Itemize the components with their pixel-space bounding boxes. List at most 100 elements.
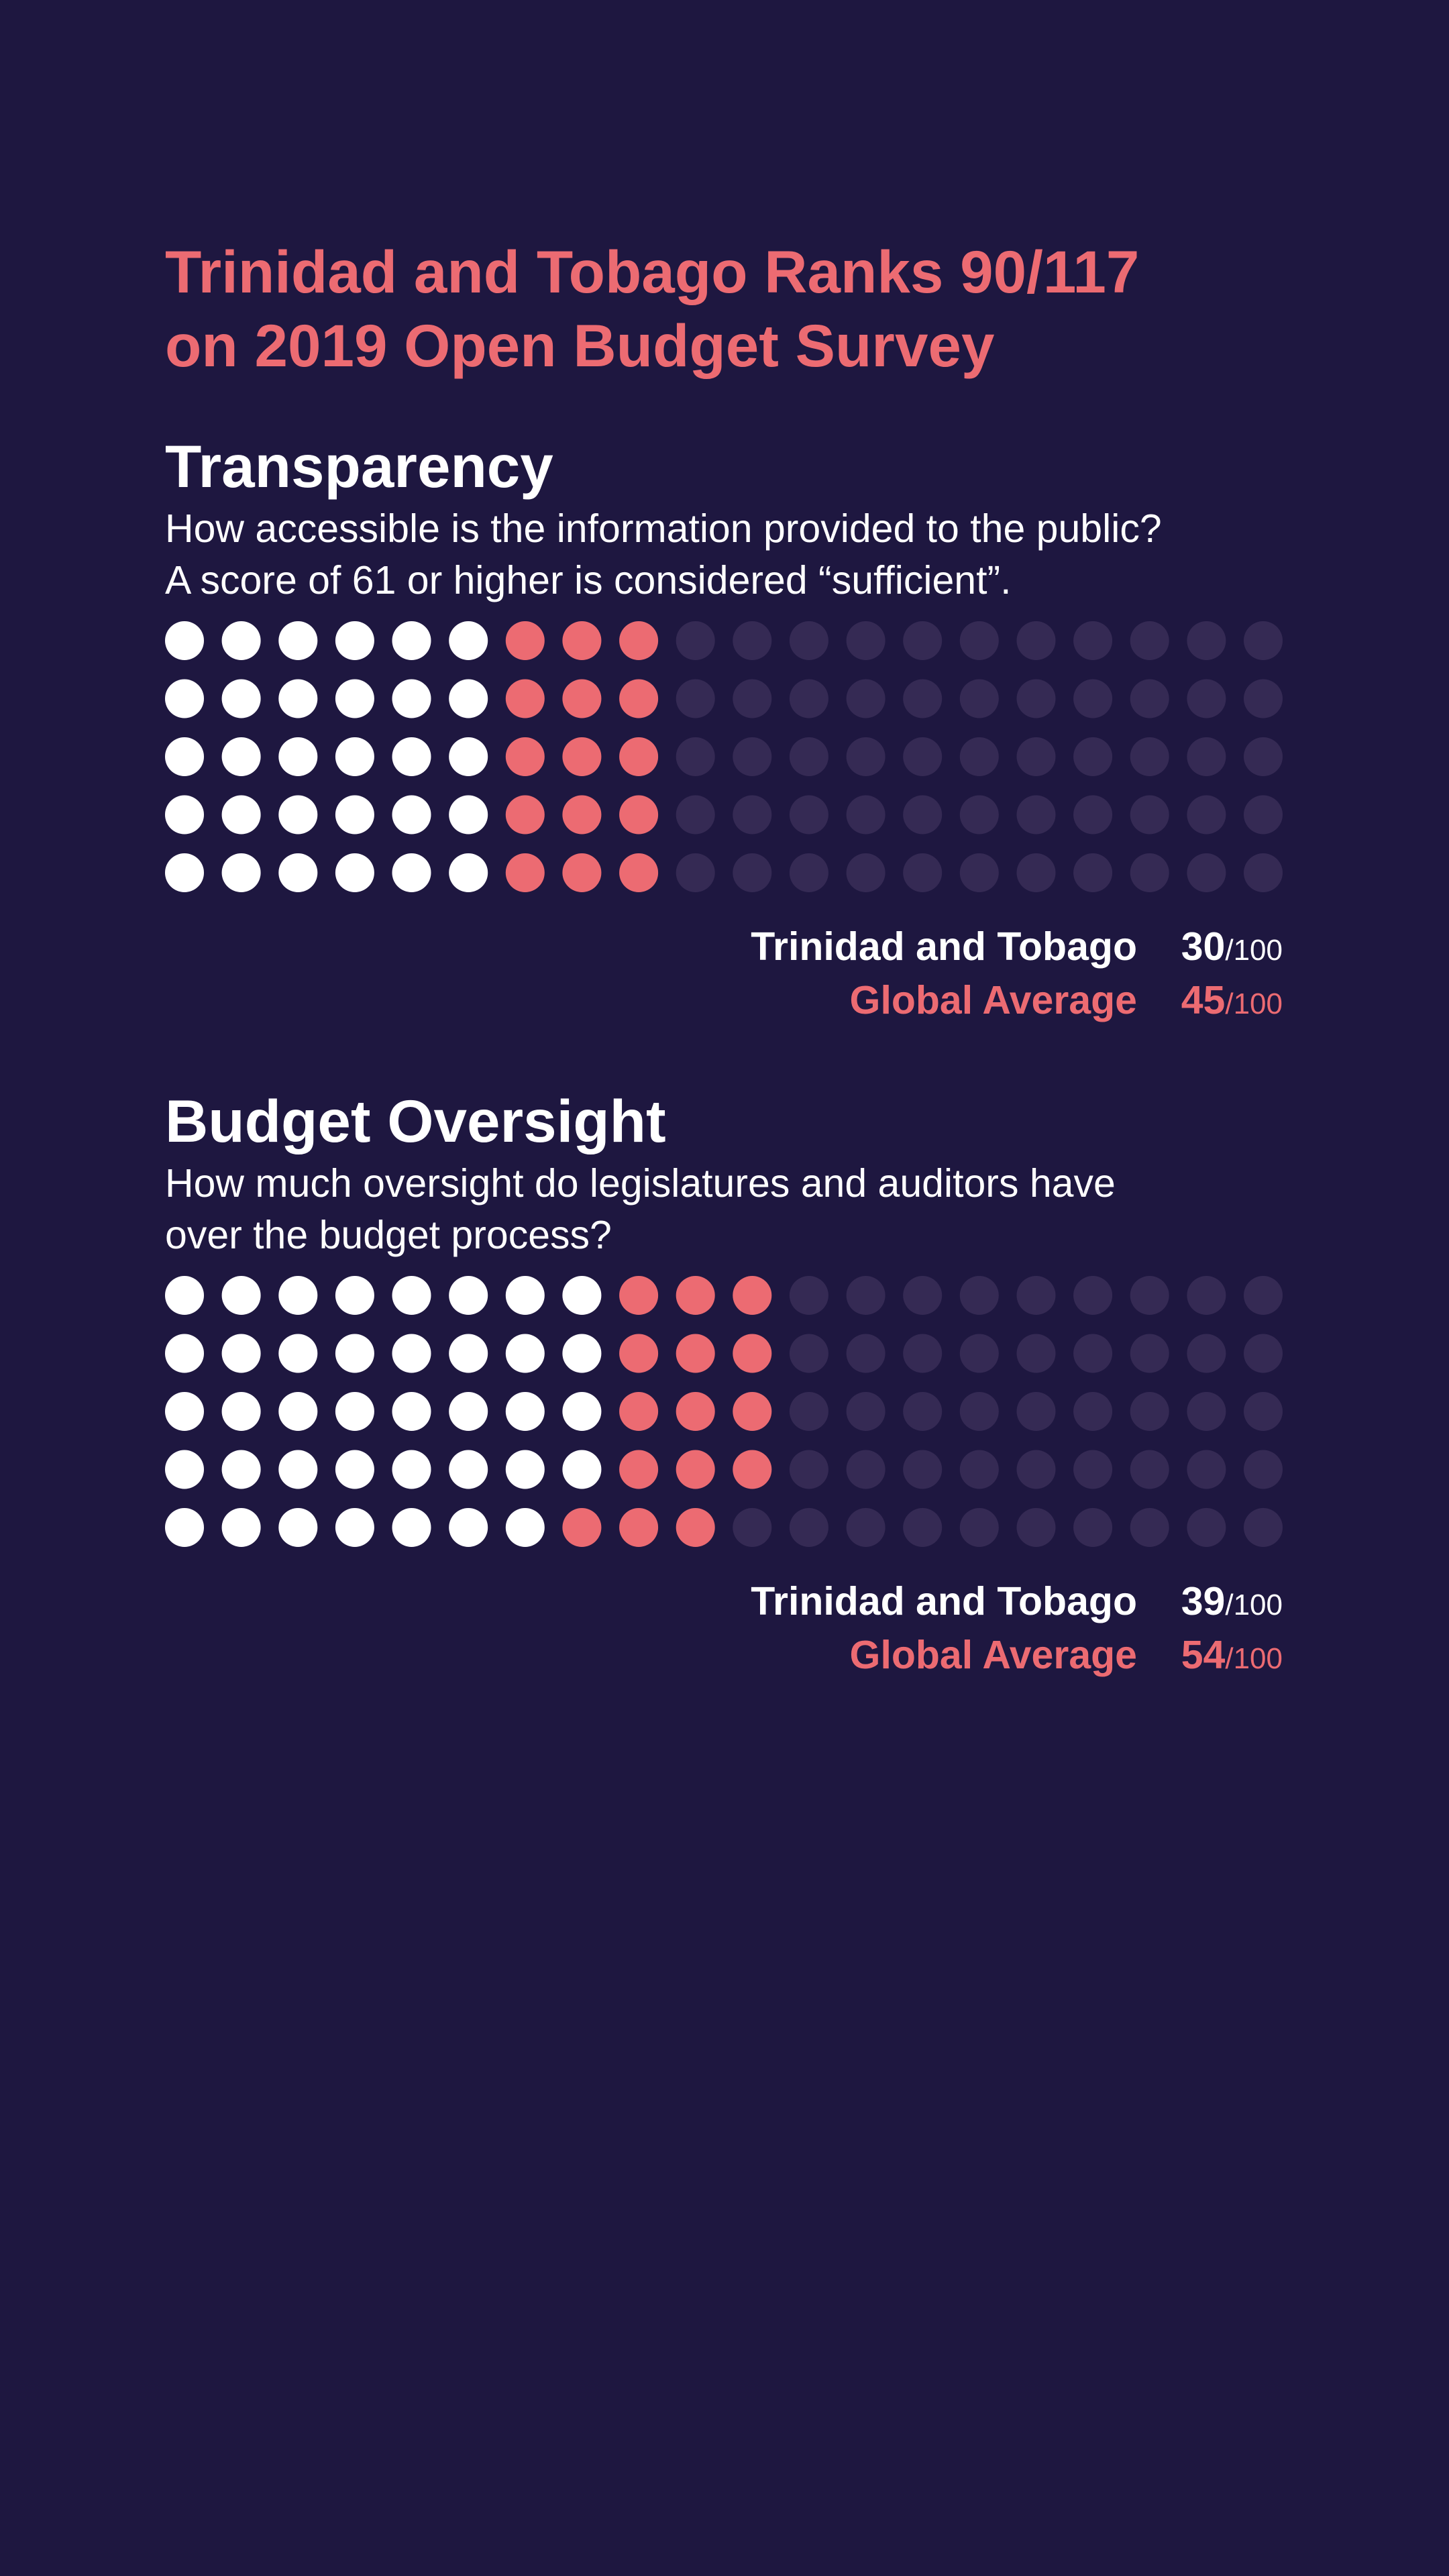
- budget-oversight-description-line-1: How much oversight do legislatures and a…: [165, 1161, 1116, 1205]
- dot-empty: [1016, 1276, 1056, 1315]
- dot-country: [221, 1508, 261, 1547]
- dot-empty: [789, 1392, 828, 1431]
- dot-empty: [1187, 1450, 1226, 1489]
- dot-country: [221, 1392, 261, 1431]
- dot-country: [392, 737, 431, 776]
- dot-empty: [733, 853, 772, 892]
- budget-oversight-country-score-row: Trinidad and Tobago 39/100: [165, 1576, 1283, 1630]
- dot-global: [676, 1508, 715, 1547]
- dot-empty: [959, 1276, 999, 1315]
- dot-empty: [1016, 679, 1056, 718]
- dot-global: [619, 1450, 659, 1489]
- dot-empty: [676, 795, 715, 835]
- dot-country: [562, 1450, 602, 1489]
- dot-country: [165, 1450, 204, 1489]
- dot-global: [619, 853, 659, 892]
- dot-country: [335, 795, 374, 835]
- dot-empty: [1016, 621, 1056, 660]
- dot-empty: [1187, 737, 1226, 776]
- dot-empty: [1130, 679, 1169, 718]
- dot-empty: [903, 1508, 943, 1547]
- dot-country: [449, 795, 488, 835]
- dot-empty: [789, 737, 828, 776]
- dot-empty: [789, 795, 828, 835]
- dot-empty: [733, 621, 772, 660]
- dot-empty: [959, 737, 999, 776]
- dot-country: [505, 1392, 545, 1431]
- dot-country: [449, 1450, 488, 1489]
- dot-global: [505, 679, 545, 718]
- dot-empty: [846, 1392, 885, 1431]
- dot-global: [619, 621, 659, 660]
- dot-global: [619, 1508, 659, 1547]
- dot-country: [221, 853, 261, 892]
- budget-oversight-global-score: 54/100: [1137, 1630, 1283, 1684]
- dot-empty: [789, 621, 828, 660]
- transparency-country-denominator: /100: [1225, 934, 1283, 967]
- dot-global: [562, 1508, 602, 1547]
- budget-oversight-global-denominator: /100: [1225, 1642, 1283, 1675]
- dot-country: [505, 1508, 545, 1547]
- dot-country: [392, 795, 431, 835]
- dot-country: [562, 1334, 602, 1373]
- dot-country: [505, 1334, 545, 1373]
- dot-empty: [903, 853, 943, 892]
- dot-empty: [1187, 1508, 1226, 1547]
- dot-country: [335, 621, 374, 660]
- budget-oversight-dot-chart: [165, 1276, 1283, 1547]
- dot-country: [165, 853, 204, 892]
- dot-country: [221, 679, 261, 718]
- dot-country: [449, 621, 488, 660]
- transparency-section: Transparency How accessible is the infor…: [165, 429, 1283, 1029]
- dot-global: [562, 853, 602, 892]
- dot-empty: [1073, 679, 1113, 718]
- dot-global: [733, 1392, 772, 1431]
- dot-global: [676, 1334, 715, 1373]
- dot-empty: [789, 1450, 828, 1489]
- dot-empty: [903, 621, 943, 660]
- dot-empty: [1016, 1508, 1056, 1547]
- dot-empty: [733, 679, 772, 718]
- dot-empty: [1187, 679, 1226, 718]
- dot-empty: [1073, 1276, 1113, 1315]
- dot-empty: [1244, 1392, 1283, 1431]
- dot-global: [619, 1334, 659, 1373]
- transparency-global-label: Global Average: [849, 978, 1137, 1022]
- transparency-description: How accessible is the information provid…: [165, 503, 1283, 606]
- dot-global: [733, 1450, 772, 1489]
- dot-empty: [676, 853, 715, 892]
- dot-country: [278, 679, 318, 718]
- dot-country: [221, 1276, 261, 1315]
- dot-global: [562, 679, 602, 718]
- dot-country: [505, 1276, 545, 1315]
- dot-country: [449, 1392, 488, 1431]
- dot-empty: [676, 621, 715, 660]
- dot-empty: [1187, 853, 1226, 892]
- dot-country: [449, 1334, 488, 1373]
- dot-empty: [733, 795, 772, 835]
- dot-empty: [903, 1450, 943, 1489]
- dot-global: [733, 1334, 772, 1373]
- dot-empty: [789, 679, 828, 718]
- budget-oversight-description: How much oversight do legislatures and a…: [165, 1158, 1283, 1261]
- transparency-global-score: 45/100: [1137, 975, 1283, 1029]
- dot-country: [392, 621, 431, 660]
- dot-empty: [1244, 795, 1283, 835]
- dot-country: [221, 737, 261, 776]
- budget-oversight-scores: Trinidad and Tobago 39/100 Global Averag…: [165, 1576, 1283, 1684]
- dot-empty: [733, 737, 772, 776]
- dot-global: [562, 795, 602, 835]
- dot-empty: [1016, 853, 1056, 892]
- dot-empty: [846, 621, 885, 660]
- dot-empty: [1073, 1392, 1113, 1431]
- dot-country: [392, 1276, 431, 1315]
- dot-empty: [1187, 795, 1226, 835]
- dot-country: [278, 1450, 318, 1489]
- dot-country: [278, 853, 318, 892]
- dot-country: [335, 679, 374, 718]
- page-title-line-1: Trinidad and Tobago Ranks 90/117: [165, 238, 1140, 305]
- dot-empty: [1244, 1334, 1283, 1373]
- transparency-global-value: 45: [1181, 978, 1226, 1022]
- dot-country: [278, 1334, 318, 1373]
- dot-empty: [903, 679, 943, 718]
